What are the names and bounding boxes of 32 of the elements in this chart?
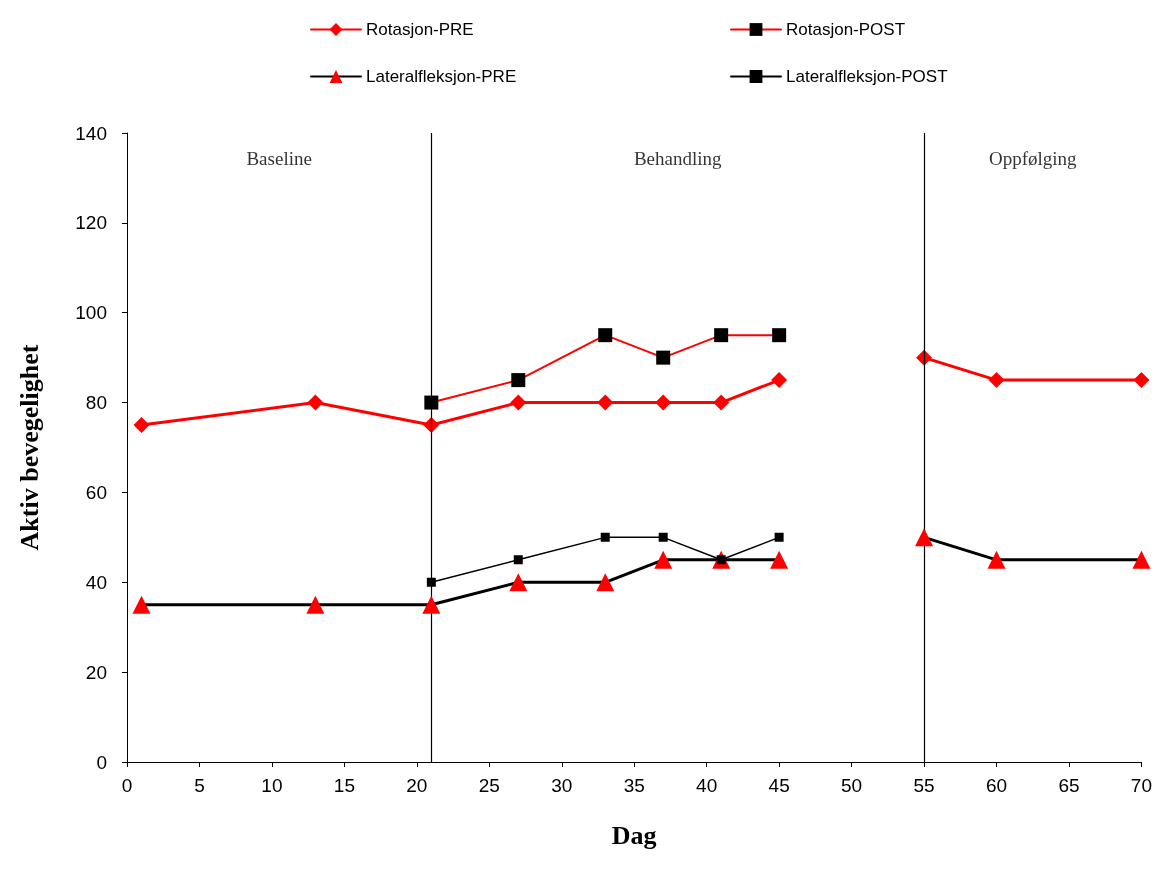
x-tick-label: 10 (261, 775, 283, 796)
x-tick-label: 55 (913, 775, 935, 796)
annotation: Baseline (246, 147, 312, 169)
x-tick-label: 70 (1130, 775, 1152, 796)
x-tick-label: 0 (121, 775, 133, 796)
x-tick-label: 25 (478, 775, 500, 796)
x-tick-label: 40 (696, 775, 718, 796)
x-tick-label: 20 (406, 775, 428, 796)
x-axis-title: Dag (611, 820, 657, 850)
x-tick-label: 35 (623, 775, 645, 796)
x-tick-label: 15 (333, 775, 355, 796)
y-tick-label: 20 (85, 661, 107, 683)
legend-label: Lateralfleksjon-PRE (366, 67, 517, 86)
x-tick-label: 45 (768, 775, 790, 796)
x-tick-label: 65 (1058, 775, 1080, 796)
y-axis-title: Aktiv bevegelighet (14, 344, 44, 551)
x-tick-label: 5 (194, 775, 205, 796)
x-tick-label: 60 (985, 775, 1008, 796)
y-tick-label: 100 (75, 302, 107, 324)
y-tick-label: 60 (85, 481, 107, 503)
y-tick-label: 40 (85, 571, 107, 593)
legend-label: Lateralfleksjon-POST (786, 67, 948, 86)
y-tick-label: 140 (75, 122, 107, 144)
legend-label: Rotasjon-PRE (366, 20, 474, 39)
y-tick-label: 120 (75, 212, 107, 234)
annotation: Oppfølging (988, 147, 1078, 169)
legend-label: Rotasjon-POST (786, 20, 906, 39)
y-tick-label: 0 (96, 751, 107, 773)
x-tick-label: 30 (551, 775, 573, 796)
y-tick-label: 80 (85, 392, 107, 414)
x-tick-label: 50 (841, 775, 863, 796)
annotation: Behandling (633, 147, 722, 169)
